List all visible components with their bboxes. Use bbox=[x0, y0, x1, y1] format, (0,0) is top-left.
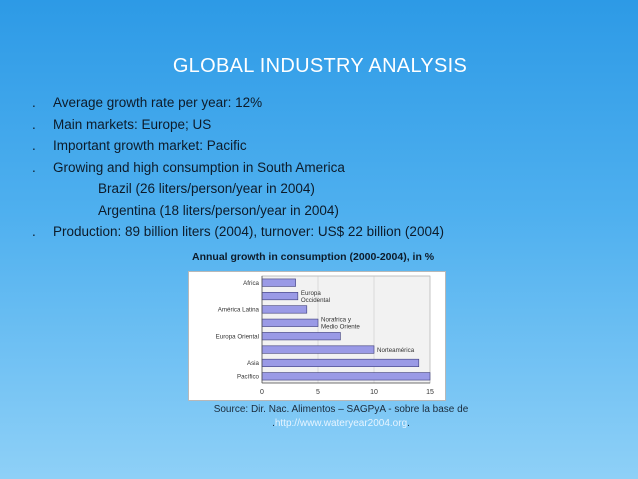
bullet-text: Average growth rate per year: 12% bbox=[53, 95, 263, 110]
y-tick-label: Asia bbox=[247, 360, 260, 367]
bullet-mark: . bbox=[32, 159, 36, 175]
bullet-item: . Important growth market: Pacific bbox=[20, 135, 630, 157]
sub-bullet-item: Argentina (18 liters/person/year in 2004… bbox=[20, 200, 630, 222]
bullet-item: . Average growth rate per year: 12% bbox=[20, 92, 630, 114]
bar bbox=[261, 345, 375, 354]
bar bbox=[261, 358, 420, 367]
x-tick-label: 5 bbox=[316, 389, 320, 396]
source-line: Source: Dir. Nac. Alimentos – SAGPyA - s… bbox=[213, 404, 469, 415]
source-note: Source: Dir. Nac. Alimentos – SAGPyA - s… bbox=[196, 403, 486, 430]
bullet-text: Important growth market: Pacific bbox=[53, 138, 247, 153]
bullet-item: . Main markets: Europe; US bbox=[20, 114, 630, 136]
bullet-text: Brazil (26 liters/person/year in 2004) bbox=[98, 181, 315, 196]
bullet-text: Growing and high consumption in South Am… bbox=[53, 159, 345, 175]
y-tick-label: Europa Oriental bbox=[216, 333, 259, 340]
bar bbox=[261, 305, 308, 314]
y-tick-label: Africa bbox=[243, 280, 259, 287]
bullet-mark: . bbox=[32, 138, 36, 153]
bullet-list: . Average growth rate per year: 12% . Ma… bbox=[20, 92, 630, 243]
bar bbox=[261, 292, 299, 301]
bar-inline-label: Norafrica y Medio Oriente bbox=[321, 317, 360, 331]
chart-image: 0 5 10 15 Africa Europa Occidental América Lati… bbox=[188, 271, 446, 401]
bullet-mark: . bbox=[32, 224, 36, 239]
bullet-text: Production: 89 billion liters (2004), tu… bbox=[53, 224, 444, 239]
bar-inline-label: Europa Occidental bbox=[301, 290, 330, 304]
bullet-mark: . bbox=[32, 116, 36, 132]
x-tick-label: 10 bbox=[370, 389, 378, 396]
bar bbox=[261, 332, 341, 341]
bullet-mark: . bbox=[32, 95, 36, 110]
sub-bullet-item: Brazil (26 liters/person/year in 2004) bbox=[20, 178, 630, 200]
slide-title: GLOBAL INDUSTRY ANALYSIS bbox=[172, 55, 468, 77]
bar-inline-label: Norteamérica bbox=[377, 347, 415, 354]
y-tick-label: Pacífico bbox=[237, 374, 260, 381]
x-tick-label: 15 bbox=[426, 389, 434, 396]
bar bbox=[261, 278, 296, 287]
bar bbox=[261, 318, 319, 327]
source-link[interactable]: http://www.wateryear2004.org bbox=[274, 417, 408, 429]
chart-caption: Annual growth in consumption (2000-2004)… bbox=[192, 251, 435, 263]
bullet-item: . Growing and high consumption in South … bbox=[20, 157, 630, 179]
y-tick-label: América Latina bbox=[218, 307, 260, 314]
bullet-text: Argentina (18 liters/person/year in 2004… bbox=[98, 202, 339, 218]
x-tick-label: 0 bbox=[260, 389, 264, 396]
source-suffix: . bbox=[407, 417, 410, 429]
source-prefix: . bbox=[272, 417, 275, 429]
source-link-line: .http://www.wateryear2004.org. bbox=[196, 417, 486, 431]
bar bbox=[261, 372, 431, 381]
bullet-item: . Production: 89 billion liters (2004), … bbox=[20, 221, 630, 243]
bar-chart: 0 5 10 15 Africa Europa Occidental América Lati… bbox=[216, 275, 434, 396]
bullet-text: Main markets: Europe; US bbox=[53, 116, 212, 132]
